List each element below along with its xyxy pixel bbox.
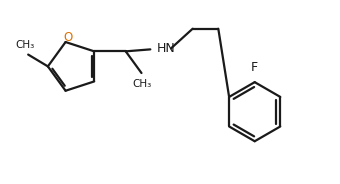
Text: CH₃: CH₃ xyxy=(133,79,152,89)
Text: HN: HN xyxy=(157,42,176,55)
Text: CH₃: CH₃ xyxy=(16,40,35,50)
Text: F: F xyxy=(251,61,258,74)
Text: O: O xyxy=(63,31,72,44)
